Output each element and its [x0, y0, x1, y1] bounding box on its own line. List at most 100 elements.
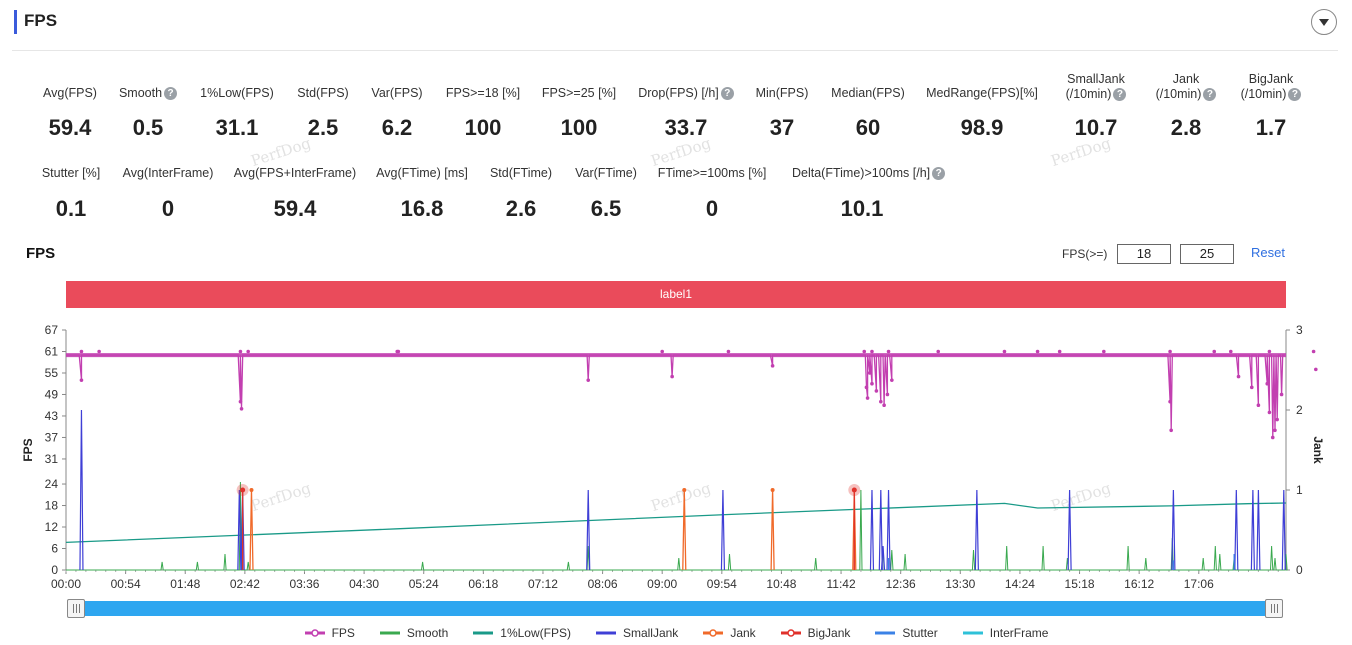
metric-value: 2.6: [505, 196, 537, 221]
metric-label: FPS>=25 [%]: [509, 86, 649, 101]
fps-point: [874, 389, 879, 393]
legend-item[interactable]: FPS: [304, 624, 355, 642]
x-tick-label: 12:36: [886, 577, 916, 591]
help-icon[interactable]: ?: [1288, 88, 1302, 102]
metric-value: 37: [769, 115, 795, 140]
legend-swatch-icon: [780, 629, 801, 637]
help-icon[interactable]: ?: [1203, 88, 1217, 102]
legend-item[interactable]: Smooth: [379, 624, 448, 642]
metric-label: 1%Low(FPS): [167, 86, 307, 101]
metric-label-text: FPS>=18 [%]: [445, 86, 521, 100]
legend-swatch-marker: [709, 629, 718, 637]
fps-point: [865, 396, 870, 400]
slider-handle-left[interactable]: [67, 599, 85, 618]
smalljank-spike: [869, 489, 875, 571]
y-tick-label: 43: [45, 409, 59, 423]
smalljank-spike: [237, 489, 242, 571]
jank-spike: [770, 489, 775, 571]
metric-label: Min(FPS): [712, 86, 852, 101]
smalljank-spike: [1067, 489, 1072, 571]
chart-legend: FPS Smooth 1%Low(FPS) SmallJank Jank BigJank S…: [0, 624, 1352, 642]
fps-point: [867, 371, 872, 375]
metric-value: 100: [560, 115, 598, 140]
fps-point: [882, 403, 886, 408]
fps-point: [1279, 392, 1284, 397]
legend-item[interactable]: Jank: [702, 624, 756, 642]
smalljank-spike: [974, 489, 979, 571]
jank-spike: [682, 489, 687, 571]
collapse-button[interactable]: [1311, 9, 1337, 35]
smalljank-spike: [880, 545, 886, 571]
fps-point: [1168, 399, 1172, 404]
x-tick-label: 10:48: [766, 577, 796, 591]
metric-value: 100: [464, 115, 502, 140]
metric-label-text: MedRange(FPS)[%]: [926, 86, 1038, 100]
fps-threshold-input-1[interactable]: 18: [1117, 244, 1171, 264]
metric-label-text: SmallJank: [1067, 72, 1125, 86]
metric-label-text: Delta(FTime)>100ms [/h]: [792, 166, 931, 180]
legend-item[interactable]: Stutter: [874, 624, 938, 642]
metric-label-text: Var(FPS): [371, 86, 423, 100]
metric-value: 60: [855, 115, 881, 140]
bigjank-point: [851, 487, 857, 493]
fps-point: [238, 349, 243, 354]
fps-point: [246, 349, 250, 354]
metric-label: Stutter [%]: [1, 166, 141, 181]
x-tick-label: 00:00: [51, 577, 81, 591]
fps-point: [1275, 417, 1279, 422]
legend-item[interactable]: BigJank: [780, 624, 850, 642]
legend-item[interactable]: SmallJank: [595, 624, 678, 642]
metric-label-text: Avg(FPS+InterFrame): [233, 166, 357, 180]
x-tick-label: 07:12: [528, 577, 558, 591]
metric-value: 10.1: [840, 196, 884, 221]
metric-label-text: Jank: [1172, 72, 1200, 86]
label-band[interactable]: label1: [66, 281, 1286, 308]
fps-threshold-label: FPS(>=): [1062, 247, 1108, 261]
help-icon[interactable]: ?: [1113, 88, 1127, 102]
x-tick-label: 06:18: [468, 577, 498, 591]
legend-item[interactable]: 1%Low(FPS): [472, 624, 571, 642]
metric-label: Std(FTime): [451, 166, 591, 181]
legend-swatch-icon: [875, 631, 896, 635]
smalljank-spike: [1256, 489, 1261, 571]
reset-button[interactable]: Reset: [1251, 245, 1285, 260]
y-tick-label: 49: [45, 387, 59, 401]
fps-point: [586, 378, 591, 382]
jank-point: [682, 488, 687, 492]
metric-label: Drop(FPS) [/h]?: [616, 86, 756, 101]
fps-point: [79, 349, 84, 354]
metric-label-text: (/10min): [1155, 87, 1202, 101]
metric-label: BigJank (/10min)?: [1201, 72, 1341, 102]
metric-label-text: Var(FTime): [575, 166, 637, 180]
legend-swatch-marker: [310, 629, 319, 637]
fps-threshold-input-2[interactable]: 25: [1180, 244, 1234, 264]
legend-swatch-icon: [379, 631, 400, 635]
metric-label: Std(FPS): [253, 86, 393, 101]
legend-label: Jank: [730, 626, 756, 640]
fps-point: [97, 349, 101, 354]
fps-point: [1169, 428, 1173, 433]
time-range-slider[interactable]: [76, 601, 1274, 616]
metric-value: 0: [705, 196, 719, 221]
metric-label-text: BigJank: [1248, 72, 1294, 86]
slider-handle-right[interactable]: [1265, 599, 1283, 618]
fps-point: [1236, 374, 1241, 379]
fps-point: [1311, 349, 1316, 354]
y-tick-label: 55: [45, 366, 59, 380]
fps-point: [239, 407, 244, 411]
help-icon[interactable]: ?: [164, 87, 178, 101]
legend-label: SmallJank: [622, 626, 679, 640]
help-icon[interactable]: ?: [720, 87, 734, 101]
help-icon[interactable]: ?: [932, 167, 946, 181]
fps-point: [1265, 381, 1270, 386]
fps-point: [1212, 349, 1217, 354]
metric-label: Jank (/10min)?: [1116, 72, 1256, 102]
fps-point: [660, 349, 664, 354]
metric-value: 0: [161, 196, 175, 221]
fps-point: [870, 349, 874, 354]
smalljank-spike: [1234, 489, 1239, 571]
legend-item[interactable]: InterFrame: [962, 624, 1048, 642]
y2-tick-label: 0: [1296, 563, 1303, 577]
fps-point: [1314, 367, 1318, 372]
